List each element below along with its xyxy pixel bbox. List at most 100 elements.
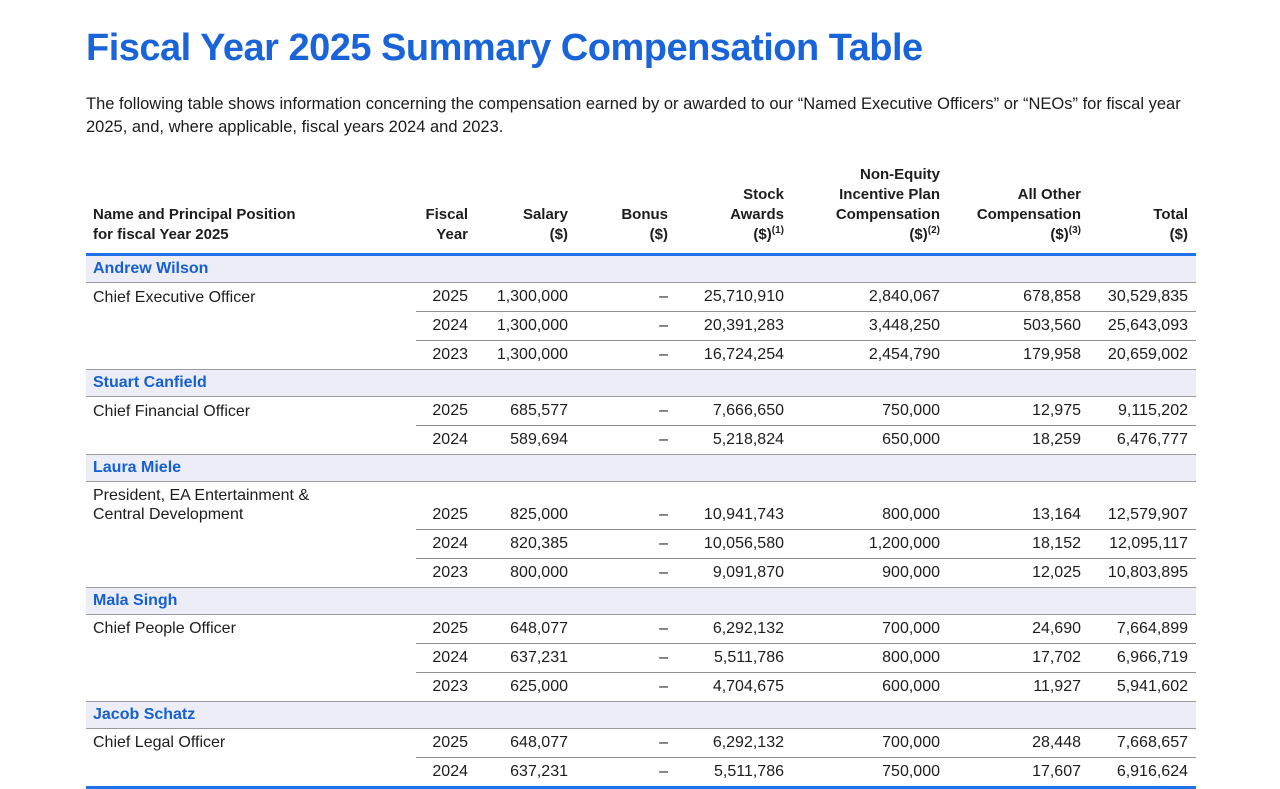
- total-cell: 9,115,202: [1118, 402, 1188, 419]
- non-equity-incentive-cell: 700,000: [882, 619, 940, 637]
- bonus-cell: –: [568, 425, 668, 455]
- stock-awards-cell: 5,218,824: [668, 425, 784, 455]
- salary-cell: 648,077: [510, 733, 568, 751]
- fiscal-year-cell: 2024: [416, 756, 468, 787]
- footnote-marker: (2): [927, 225, 940, 236]
- comp-data-row: Chief People Officer 2025 648,077 – 6,29…: [86, 614, 1196, 643]
- officer-name-row: Mala Singh: [86, 586, 1196, 615]
- column-header-label: Total ($): [1153, 206, 1188, 243]
- fiscal-year-cell: 2024: [416, 425, 468, 455]
- stock-awards-cell: 4,704,675: [668, 671, 784, 701]
- bonus-cell: –: [568, 528, 668, 558]
- salary-cell: 800,000: [468, 557, 568, 587]
- non-equity-incentive-cell: 800,000: [784, 642, 940, 672]
- bonus-cell: –: [659, 733, 668, 751]
- comp-data-row: 2023 1,300,000 – 16,724,254 2,454,790 17…: [86, 340, 1196, 370]
- all-other-compensation-cell: 503,560: [940, 311, 1081, 341]
- comp-data-row: 2024 637,231 – 5,511,786 800,000 17,702 …: [86, 642, 1196, 672]
- bonus-cell: –: [568, 311, 668, 341]
- officer-name: Mala Singh: [86, 586, 1196, 615]
- officer-name-row: Andrew Wilson: [86, 254, 1196, 283]
- column-header-label: Bonus ($): [621, 206, 668, 243]
- fiscal-year-cell: 2025: [432, 288, 468, 305]
- position-cell: Chief People Officer: [93, 620, 236, 637]
- total-cell: 5,941,602: [1081, 671, 1196, 701]
- salary-cell: 648,077: [510, 619, 568, 637]
- salary-cell: 637,231: [468, 756, 568, 787]
- fiscal-year-cell: 2025: [432, 402, 468, 419]
- footnote-marker: (1): [771, 225, 784, 236]
- total-cell: 25,643,093: [1081, 311, 1196, 341]
- bonus-cell: –: [568, 642, 668, 672]
- non-equity-incentive-cell: 1,200,000: [784, 528, 940, 558]
- bonus-cell: –: [568, 340, 668, 370]
- total-cell: 10,803,895: [1081, 557, 1196, 587]
- all-other-compensation-cell: 24,690: [1032, 619, 1081, 637]
- stock-awards-cell: 10,941,743: [703, 505, 784, 523]
- column-header-label: Non-Equity Incentive Plan Compensation (…: [835, 166, 940, 243]
- bonus-cell: –: [659, 505, 668, 523]
- position-cell: [86, 529, 416, 558]
- fiscal-year-cell: 2023: [416, 671, 468, 701]
- total-cell: 7,664,899: [1116, 619, 1188, 637]
- fiscal-year-cell: 2025: [432, 505, 468, 523]
- comp-data-row: 2023 800,000 – 9,091,870 900,000 12,025 …: [86, 557, 1196, 587]
- position-cell: [86, 426, 416, 455]
- column-header-fiscal-year: Fiscal Year: [416, 165, 468, 256]
- column-header-label: Stock Awards ($): [730, 186, 784, 243]
- comp-data-row: President, EA Entertainment & Central De…: [86, 482, 1196, 530]
- non-equity-incentive-cell: 650,000: [784, 425, 940, 455]
- bonus-cell: –: [659, 619, 668, 637]
- position-cell: [86, 672, 416, 701]
- salary-cell: 1,300,000: [496, 288, 568, 305]
- total-cell: 12,095,117: [1081, 528, 1196, 558]
- footnote-marker: (3): [1068, 225, 1081, 236]
- all-other-compensation-cell: 179,958: [940, 340, 1081, 370]
- stock-awards-cell: 5,511,786: [668, 642, 784, 672]
- comp-data-row: Chief Executive Officer 2025 1,300,000 –…: [86, 283, 1196, 312]
- salary-cell: 625,000: [468, 671, 568, 701]
- non-equity-incentive-cell: 750,000: [882, 402, 940, 419]
- stock-awards-cell: 5,511,786: [668, 756, 784, 787]
- all-other-compensation-cell: 18,152: [940, 528, 1081, 558]
- non-equity-incentive-cell: 3,448,250: [784, 311, 940, 341]
- all-other-compensation-cell: 18,259: [940, 425, 1081, 455]
- fiscal-year-cell: 2024: [416, 528, 468, 558]
- column-header-label: All Other Compensation ($): [976, 186, 1081, 243]
- bonus-cell: –: [568, 756, 668, 787]
- fiscal-year-cell: 2025: [432, 733, 468, 751]
- bonus-cell: –: [659, 402, 668, 419]
- intro-paragraph: The following table shows information co…: [86, 95, 1181, 136]
- position-cell: Chief Legal Officer: [93, 734, 226, 751]
- total-cell: 6,916,624: [1081, 756, 1196, 787]
- all-other-compensation-cell: 13,164: [1032, 505, 1081, 523]
- stock-awards-cell: 6,292,132: [712, 619, 784, 637]
- column-header-label: Fiscal Year: [425, 206, 468, 243]
- column-header-all-other-compensation: All Other Compensation ($)(3): [940, 165, 1081, 256]
- column-header-label: Salary ($): [522, 206, 568, 243]
- fiscal-year-cell: 2025: [432, 619, 468, 637]
- all-other-compensation-cell: 12,975: [1032, 402, 1081, 419]
- non-equity-incentive-cell: 700,000: [882, 733, 940, 751]
- stock-awards-cell: 16,724,254: [668, 340, 784, 370]
- total-cell: 7,668,657: [1116, 733, 1188, 751]
- stock-awards-cell: 25,710,910: [703, 288, 784, 305]
- officer-name: Andrew Wilson: [86, 254, 1196, 283]
- comp-data-row: 2024 1,300,000 – 20,391,283 3,448,250 50…: [86, 311, 1196, 341]
- comp-data-row: 2024 637,231 – 5,511,786 750,000 17,607 …: [86, 756, 1196, 787]
- non-equity-incentive-cell: 900,000: [784, 557, 940, 587]
- salary-cell: 637,231: [468, 642, 568, 672]
- stock-awards-cell: 9,091,870: [668, 557, 784, 587]
- total-cell: 20,659,002: [1081, 340, 1196, 370]
- all-other-compensation-cell: 17,607: [940, 756, 1081, 787]
- column-header-name-position: Name and Principal Position for fiscal Y…: [86, 165, 416, 256]
- total-cell: 30,529,835: [1107, 288, 1188, 305]
- column-header-total: Total ($): [1081, 165, 1196, 256]
- salary-cell: 685,577: [510, 402, 568, 419]
- fiscal-year-cell: 2023: [416, 557, 468, 587]
- position-cell: [86, 757, 416, 787]
- stock-awards-cell: 10,056,580: [668, 528, 784, 558]
- salary-cell: 820,385: [468, 528, 568, 558]
- all-other-compensation-cell: 17,702: [940, 642, 1081, 672]
- column-header-bonus: Bonus ($): [568, 165, 668, 256]
